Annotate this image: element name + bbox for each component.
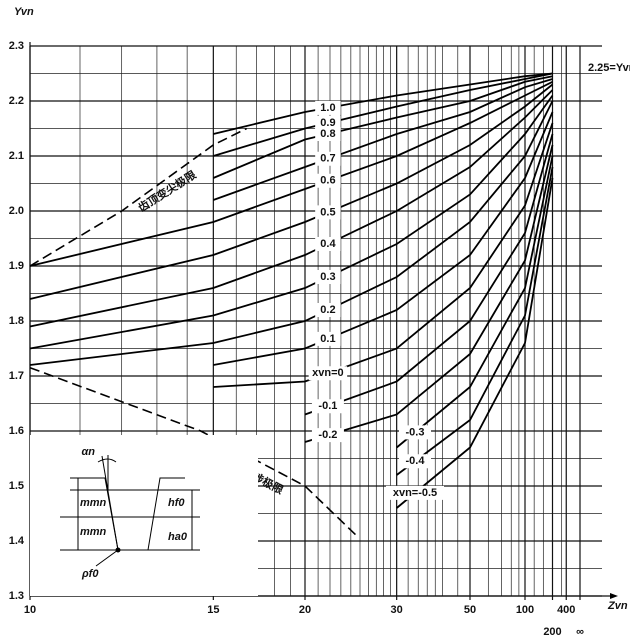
label-background: [315, 127, 341, 141]
curve: [304, 133, 554, 416]
axis-arrow: [610, 593, 618, 599]
inset-label: mmn: [80, 497, 107, 509]
series-label: 0.8: [320, 128, 335, 140]
inset-label: ha0: [168, 531, 188, 543]
curve: [29, 83, 554, 300]
curve: [212, 75, 553, 179]
curve: [213, 72, 553, 135]
inset-label: ρf0: [81, 568, 99, 580]
label-background: [315, 270, 341, 284]
curve: [212, 78, 553, 201]
curve: [29, 89, 554, 328]
series-label: 0.7: [320, 153, 335, 165]
y-axis-label: Yvn: [14, 6, 34, 18]
curve: [396, 177, 554, 509]
x-tick-label: 100: [516, 604, 534, 616]
curve: [213, 111, 554, 366]
curve: [213, 122, 554, 388]
series-label: -0.2: [318, 429, 337, 441]
y-tick-label: 2.0: [9, 205, 24, 217]
series-label: 0.5: [320, 206, 335, 218]
series-label: 0.2: [320, 304, 335, 316]
curve: [213, 72, 553, 157]
label-background: [386, 485, 444, 500]
label-background: [315, 303, 341, 317]
series-label: 1.0: [320, 102, 335, 114]
plot-area: 1.3 1.4 1.5 1.6 1.7 1.8 1.9 2.0 2.1 2.2 2.3 10 15 20 3…: [9, 40, 618, 638]
angle-line: [101, 455, 119, 551]
label-background: [311, 399, 344, 414]
y-tick-label: 1.7: [9, 370, 24, 382]
label-background: [315, 151, 341, 166]
y-tick-label: 2.3: [9, 40, 24, 52]
curve: [29, 100, 554, 366]
series-label: 0.9: [320, 117, 335, 129]
tooth-profile-inset: αn mmn mmn hf0 ha0 ρf0: [30, 435, 258, 596]
curve: [396, 155, 554, 449]
y-tick-label: 1.8: [9, 315, 24, 327]
series-label: -0.4: [406, 455, 426, 467]
x-tick-label: 50: [464, 604, 476, 616]
curve: [29, 94, 554, 350]
x-tick-label: ∞: [576, 626, 584, 638]
y-tick-label: 1.6: [9, 425, 24, 437]
x-tick-label: 400: [557, 604, 575, 616]
inset-label: hf0: [168, 497, 185, 509]
inset-box: [30, 435, 258, 596]
curve: [304, 144, 554, 443]
y-tick-label: 1.9: [9, 260, 24, 272]
series-label: 0.4: [320, 238, 336, 250]
series-label: 0.3: [320, 271, 335, 283]
curve: [396, 166, 554, 476]
series-label: xvn=0: [312, 367, 344, 379]
limit-line: [29, 127, 248, 267]
label-background: [308, 366, 348, 381]
label-background: [315, 205, 341, 220]
y-tick-label: 2.2: [9, 95, 24, 107]
y-tick-label: 2.1: [9, 150, 24, 162]
annotation: 2.25=Yvn: [588, 62, 630, 74]
y-tick-label: 1.4: [9, 535, 25, 547]
x-tick-label: 200: [543, 626, 561, 638]
root-point: [115, 547, 121, 553]
curve: [29, 80, 553, 267]
y-tick-label: 1.5: [9, 480, 24, 492]
leader-line: [95, 549, 119, 567]
label-background: [315, 116, 341, 130]
series-label: xvn=-0.5: [393, 487, 437, 499]
angle-arc: [97, 458, 117, 463]
inset-label: mmn: [80, 526, 107, 538]
series-label: 0.1: [320, 333, 335, 345]
label-background: [315, 237, 341, 251]
x-tick-label: 10: [24, 604, 36, 616]
x-tick-label: 15: [207, 604, 219, 616]
label-background: [311, 428, 344, 443]
series-label: -0.1: [318, 400, 337, 412]
label-background: [315, 331, 341, 346]
series-label: 0.6: [320, 175, 335, 187]
y-tick-label: 1.3: [9, 590, 24, 602]
inset-label: αn: [81, 446, 95, 458]
label-background: [315, 100, 341, 115]
label-background: [399, 454, 431, 469]
label-background: [315, 173, 341, 188]
x-tick-label: 30: [391, 604, 403, 616]
series-label: -0.3: [406, 426, 425, 438]
x-axis-label: Zvn: [607, 600, 628, 612]
x-tick-label: 20: [299, 604, 311, 616]
label-background: [399, 425, 431, 440]
